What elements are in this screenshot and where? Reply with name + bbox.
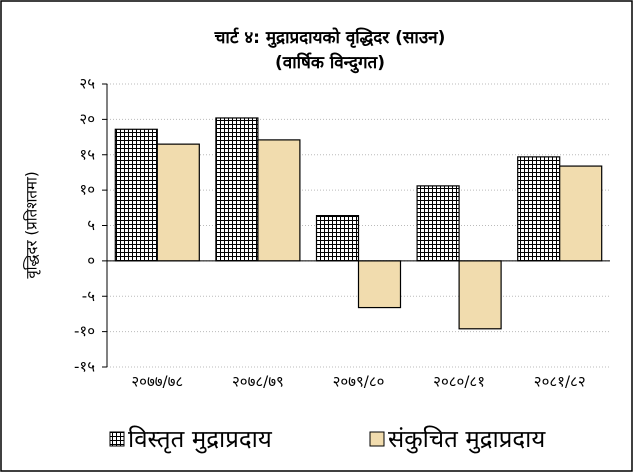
- x-tick-label: २०७९/८०: [333, 373, 385, 391]
- chart-title: चार्ट ४: मुद्राप्रदायको वृद्धिदर (साउन): [214, 27, 446, 48]
- bar: [357, 260, 402, 309]
- bar: [517, 156, 561, 262]
- y-tick-label: -१०: [74, 322, 95, 340]
- legend-label: संकुचित मुद्राप्रदाय: [388, 425, 546, 454]
- x-tick-label: २०७७/७८: [131, 373, 183, 391]
- chart-subtitle: (वार्षिक विन्दुगत): [275, 52, 385, 74]
- bar: [559, 165, 603, 262]
- bar: [458, 260, 502, 330]
- y-tick-label: -१५: [74, 358, 95, 376]
- bar: [215, 117, 259, 262]
- x-tick-label: २०८१/८२: [534, 373, 586, 391]
- x-tick-label: २०८०/८१: [433, 373, 485, 391]
- y-tick-label: २५: [79, 75, 95, 93]
- bar: [114, 128, 158, 262]
- y-tick-label: १५: [79, 145, 95, 163]
- bar: [257, 139, 301, 262]
- bar: [156, 143, 200, 262]
- bar: [315, 214, 360, 262]
- y-tick-label: ०: [87, 251, 95, 269]
- legend-swatch: [109, 431, 125, 447]
- y-tick-label: ५: [87, 216, 95, 234]
- y-tick-label: २०: [79, 110, 95, 128]
- x-tick-label: २०७८/७९: [232, 373, 284, 391]
- legend-swatch: [369, 431, 385, 447]
- y-tick-label: -५: [82, 287, 95, 305]
- y-axis-label: वृद्धिदर (प्रतिशतमा): [23, 171, 42, 278]
- legend-label: विस्तृत मुद्राप्रदाय: [128, 425, 273, 454]
- y-tick-label: १०: [79, 181, 95, 199]
- bar: [416, 185, 460, 262]
